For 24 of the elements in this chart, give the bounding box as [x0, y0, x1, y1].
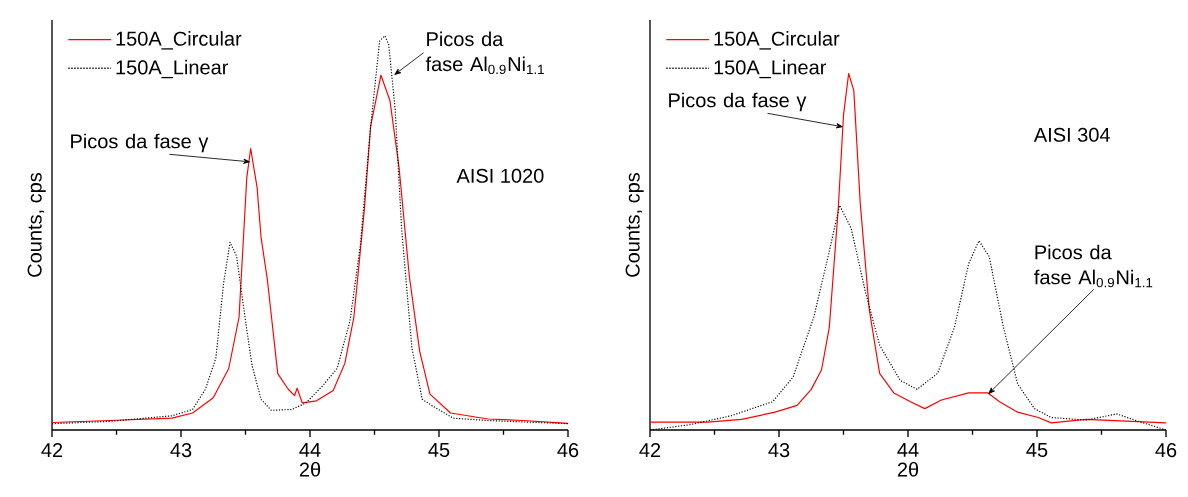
x-tick-label: 44: [299, 443, 321, 457]
annotation: Picos da fase γ: [669, 92, 807, 112]
annotation: AISI 1020: [456, 168, 544, 183]
x-tick-label: 43: [170, 443, 192, 458]
annotation: Picos da fase γ: [71, 133, 209, 153]
x-tick-label: 42: [41, 443, 63, 457]
x-axis-title: 2θ: [897, 461, 919, 477]
legend-label: 150A_Linear: [714, 59, 827, 79]
x-tick-label: 46: [1155, 443, 1177, 458]
x-tick-label: 43: [768, 443, 790, 458]
x-tick-label: 46: [557, 443, 579, 458]
x-tick-label: 44: [897, 443, 919, 457]
legend-label: 150A_Linear: [116, 59, 229, 79]
annotation: Picos da fase Al$_{0.9}$Ni$_{1.1}$: [1034, 244, 1153, 288]
legend-label: 150A_Circular: [714, 31, 840, 50]
y-axis-title: Counts, cps: [625, 172, 644, 277]
x-tick-label: 45: [428, 443, 450, 457]
legend-label: 150A_Circular: [116, 31, 242, 50]
annotation: AISI 304: [1033, 127, 1110, 142]
x-axis-title: 2θ: [299, 461, 321, 477]
y-axis-title: Counts, cps: [27, 172, 46, 277]
x-tick-label: 45: [1026, 443, 1048, 457]
annotation: Picos da fase Al$_{0.9}$Ni$_{1.1}$: [425, 31, 544, 75]
x-tick-label: 42: [639, 443, 661, 457]
